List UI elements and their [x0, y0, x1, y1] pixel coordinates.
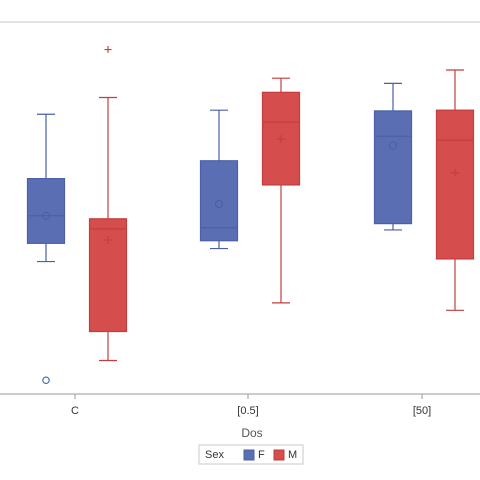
outlier-point — [42, 376, 50, 384]
box-m-1 — [261, 77, 301, 304]
box-iqr — [373, 110, 413, 225]
mean-marker — [277, 135, 285, 144]
mean-marker — [41, 211, 51, 220]
box-iqr — [88, 218, 128, 333]
mean-marker — [388, 141, 398, 150]
mean-marker — [104, 235, 112, 244]
mean-marker — [451, 168, 459, 177]
x-tick-label: C — [71, 405, 79, 417]
box-m-2 — [435, 69, 475, 311]
box-iqr — [26, 178, 66, 244]
outlier-point — [104, 46, 112, 54]
mean-marker — [214, 199, 224, 208]
box-f-0 — [26, 113, 66, 384]
box-f-2 — [373, 82, 413, 231]
legend-swatch-m — [273, 449, 285, 461]
x-axis-title: Dos — [241, 426, 262, 440]
legend-swatch-f — [243, 449, 255, 461]
boxes-layer — [26, 46, 475, 384]
x-tick-label: [0.5] — [237, 405, 258, 417]
box-f-1 — [199, 109, 239, 250]
legend: Sex F M — [198, 444, 304, 465]
legend-label-f: F — [258, 449, 265, 461]
legend-label-m: M — [288, 449, 297, 461]
box-m-0 — [88, 46, 128, 362]
legend-title: Sex — [205, 449, 224, 461]
x-tick-label: [50] — [413, 405, 431, 417]
box-iqr — [435, 109, 475, 260]
x-axis-ticks: C [0.5] [50] — [71, 394, 431, 417]
